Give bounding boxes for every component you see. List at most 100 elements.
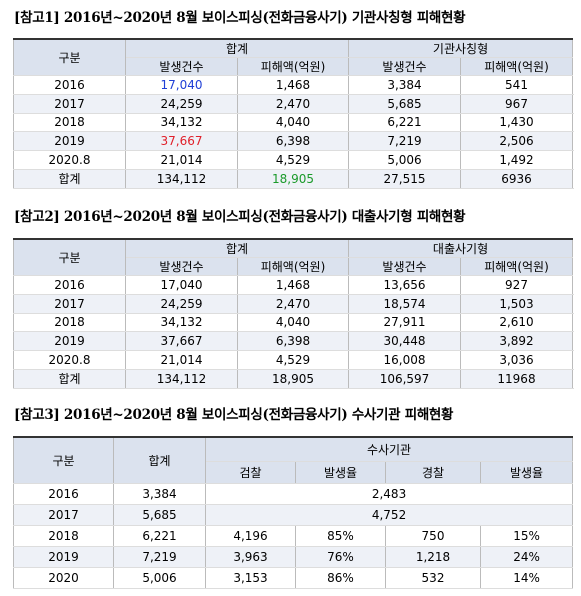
data-table: 구분 합계 대출사기형 발생건수 피해액(억원) 발생건수 피해액(억원) 2016 17,04… bbox=[13, 238, 574, 389]
table-cell: 17,040 bbox=[125, 75, 238, 95]
table-header: 구분 합계 수사기관 검찰 발생율 경찰 발생율 bbox=[13, 437, 574, 484]
table-cell: 17,040 bbox=[125, 275, 238, 295]
table-row: 2020 5,006 3,153 86% 532 14% bbox=[13, 567, 574, 589]
table-cell: 2017 bbox=[13, 294, 126, 314]
table-cell: 2020.8 bbox=[13, 350, 126, 370]
subheader-cell: 발생율 bbox=[479, 461, 574, 484]
header-cell: 합계 bbox=[113, 437, 206, 484]
section-title: [참고2] 2016년~2020년 8월 보이스피싱(전화금융사기) 대출사기형… bbox=[14, 209, 466, 225]
table-cell: 2018 bbox=[13, 525, 114, 547]
header-row: 구분 합계 대출사기형 bbox=[13, 239, 574, 276]
table-row: 2020.8 21,014 4,529 16,008 3,036 bbox=[13, 350, 574, 370]
header-cell: 기관사칭형 bbox=[347, 39, 574, 58]
table-cell: 532 bbox=[385, 567, 481, 589]
table-cell: 4,529 bbox=[237, 350, 349, 370]
table-cell: 18,905 bbox=[237, 169, 349, 189]
table-cell: 13,656 bbox=[348, 275, 461, 295]
table-cell: 6,221 bbox=[348, 113, 461, 133]
table-cell: 76% bbox=[295, 546, 386, 568]
table-row: 2017 5,685 4,752 bbox=[13, 504, 574, 526]
table-cell: 4,529 bbox=[237, 150, 349, 170]
table-cell: 5,685 bbox=[348, 94, 461, 114]
subheader-cell: 발생건수 bbox=[348, 57, 461, 76]
table-cell: 18,574 bbox=[348, 294, 461, 314]
table-cell: 134,112 bbox=[125, 169, 238, 189]
table-cell: 2,506 bbox=[459, 131, 574, 152]
table-cell: 21,014 bbox=[125, 150, 238, 170]
table-cell: 2016 bbox=[13, 75, 126, 95]
table-cell: 2018 bbox=[13, 113, 126, 133]
table-cell: 6,398 bbox=[237, 331, 349, 352]
table-cell: 5,006 bbox=[113, 567, 206, 589]
table-cell: 4,040 bbox=[237, 313, 349, 333]
subheader-cell: 피해액(억원) bbox=[459, 57, 574, 76]
subheader-cell: 피해액(억원) bbox=[459, 257, 574, 276]
table-cell: 37,667 bbox=[125, 331, 238, 352]
table-cell: 2,610 bbox=[459, 313, 574, 333]
table-cell: 3,384 bbox=[113, 483, 206, 505]
table-cell: 2018 bbox=[13, 313, 126, 333]
table-cell: 4,040 bbox=[237, 113, 349, 133]
table-cell: 2,483 bbox=[204, 483, 574, 505]
table-cell: 4,752 bbox=[204, 504, 574, 526]
header-cell: 수사기관 bbox=[204, 437, 574, 462]
header-row: 구분 합계 기관사칭형 bbox=[13, 39, 574, 76]
table-row: 2019 7,219 3,963 76% 1,218 24% bbox=[13, 546, 574, 568]
table-row: 2017 24,259 2,470 18,574 1,503 bbox=[13, 294, 574, 314]
table-body: 2016 17,040 1,468 3,384 541 2017 24,259 2,470 5,… bbox=[13, 75, 574, 189]
table-cell: 1,468 bbox=[237, 75, 349, 95]
table-cell: 1,492 bbox=[459, 150, 574, 170]
subheader-cell: 경찰 bbox=[385, 461, 481, 484]
table-cell: 2020.8 bbox=[13, 150, 126, 170]
table-cell: 14% bbox=[479, 567, 574, 589]
table-row: 2018 34,132 4,040 27,911 2,610 bbox=[13, 313, 574, 333]
table-cell: 2020 bbox=[13, 567, 114, 589]
table-row: 합계 134,112 18,905 27,515 6936 bbox=[13, 169, 574, 189]
subheader-cell: 발생건수 bbox=[125, 57, 238, 76]
table-cell: 16,008 bbox=[348, 350, 461, 370]
table-row: 2017 24,259 2,470 5,685 967 bbox=[13, 94, 574, 114]
table-cell: 6,221 bbox=[113, 525, 206, 547]
data-table: 구분 합계 기관사칭형 발생건수 피해액(억원) 발생건수 피해액(억원) 2016 17,04… bbox=[13, 38, 574, 189]
table-row: 2019 37,667 6,398 30,448 3,892 bbox=[13, 331, 574, 352]
table-cell: 3,036 bbox=[459, 350, 574, 370]
table-cell: 2019 bbox=[13, 546, 114, 568]
table-cell: 합계 bbox=[13, 369, 126, 389]
table-cell: 3,892 bbox=[459, 331, 574, 352]
table-cell: 27,911 bbox=[348, 313, 461, 333]
table-cell: 2017 bbox=[13, 504, 114, 526]
table-cell: 합계 bbox=[13, 169, 126, 189]
table-cell: 2019 bbox=[13, 131, 126, 152]
table-cell: 106,597 bbox=[348, 369, 461, 389]
table-cell: 2,470 bbox=[237, 94, 349, 114]
table-row: 2016 17,040 1,468 3,384 541 bbox=[13, 75, 574, 95]
table-cell: 5,006 bbox=[348, 150, 461, 170]
table-header: 구분 합계 기관사칭형 발생건수 피해액(억원) 발생건수 피해액(억원) bbox=[13, 39, 574, 76]
header-cell: 대출사기형 bbox=[347, 239, 574, 258]
subheader-cell: 피해액(억원) bbox=[237, 257, 349, 276]
table-cell: 24,259 bbox=[125, 94, 238, 114]
table-cell: 2016 bbox=[13, 483, 114, 505]
table-cell: 34,132 bbox=[125, 113, 238, 133]
table-cell: 85% bbox=[295, 525, 386, 547]
table-row: 2016 3,384 2,483 bbox=[13, 483, 574, 505]
table-cell: 30,448 bbox=[348, 331, 461, 352]
table-cell: 21,014 bbox=[125, 350, 238, 370]
header-row: 구분 합계 수사기관 bbox=[13, 437, 574, 484]
header-row: 발생건수 피해액(억원) 발생건수 피해액(억원) bbox=[14, 57, 574, 76]
header-cell: 합계 bbox=[125, 239, 349, 258]
section-title: [참고1] 2016년~2020년 8월 보이스피싱(전화금융사기) 기관사칭형… bbox=[14, 10, 466, 26]
table-cell: 3,963 bbox=[205, 546, 296, 568]
table-cell: 1,503 bbox=[459, 294, 574, 314]
table-cell: 750 bbox=[385, 525, 481, 547]
header-cell: 구분 bbox=[13, 239, 126, 276]
data-table: 구분 합계 수사기관 검찰 발생율 경찰 발생율 2016 3,384 2,483 2017 5,68… bbox=[13, 436, 574, 589]
table-row: 2018 34,132 4,040 6,221 1,430 bbox=[13, 113, 574, 133]
subheader-cell: 발생건수 bbox=[125, 257, 238, 276]
section-title: [참고3] 2016년~2020년 8월 보이스피싱(전화금융사기) 수사기관 … bbox=[14, 407, 454, 423]
table-body: 2016 17,040 1,468 13,656 927 2017 24,259 2,470 1… bbox=[13, 275, 574, 389]
table-cell: 24% bbox=[479, 546, 574, 568]
table-cell: 7,219 bbox=[113, 546, 206, 568]
table-cell: 1,218 bbox=[385, 546, 481, 568]
